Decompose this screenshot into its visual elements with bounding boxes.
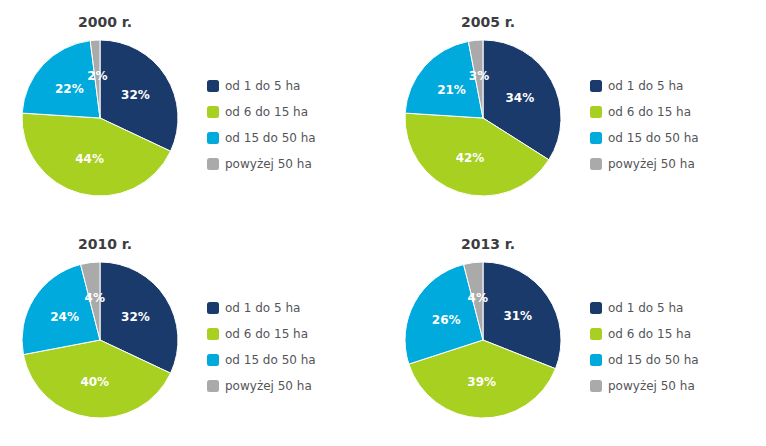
svg-text:od 6 do 15 ha: od 6 do 15 ha	[608, 327, 691, 341]
svg-text:od 1 do 5 ha: od 1 do 5 ha	[608, 79, 683, 93]
svg-text:od 6 do 15 ha: od 6 do 15 ha	[225, 105, 308, 119]
svg-text:24%: 24%	[50, 310, 79, 324]
svg-text:powyżej 50 ha: powyżej 50 ha	[608, 379, 695, 393]
svg-text:32%: 32%	[121, 310, 150, 324]
svg-text:od 6 do 15 ha: od 6 do 15 ha	[225, 327, 308, 341]
svg-text:2%: 2%	[87, 69, 107, 83]
svg-text:26%: 26%	[432, 313, 461, 327]
svg-text:od 15 do 50 ha: od 15 do 50 ha	[608, 353, 699, 367]
svg-text:od 1 do 5 ha: od 1 do 5 ha	[608, 301, 683, 315]
svg-text:od 6 do 15 ha: od 6 do 15 ha	[608, 105, 691, 119]
svg-text:22%: 22%	[55, 82, 84, 96]
svg-text:39%: 39%	[467, 375, 496, 389]
svg-text:od 1 do 5 ha: od 1 do 5 ha	[225, 79, 300, 93]
svg-text:44%: 44%	[75, 152, 104, 166]
svg-text:2010 r.: 2010 r.	[78, 236, 132, 252]
svg-text:od 1 do 5 ha: od 1 do 5 ha	[225, 301, 300, 315]
svg-text:4%: 4%	[85, 291, 105, 305]
svg-text:2005 r.: 2005 r.	[461, 14, 515, 30]
svg-text:powyżej 50 ha: powyżej 50 ha	[225, 157, 312, 171]
svg-text:od 15 do 50 ha: od 15 do 50 ha	[225, 131, 316, 145]
svg-text:31%: 31%	[503, 309, 532, 323]
svg-text:32%: 32%	[121, 88, 150, 102]
svg-text:3%: 3%	[469, 69, 489, 83]
svg-text:2000 r.: 2000 r.	[78, 14, 132, 30]
svg-text:42%: 42%	[456, 151, 485, 165]
svg-text:40%: 40%	[80, 375, 109, 389]
svg-text:od 15 do 50 ha: od 15 do 50 ha	[225, 353, 316, 367]
svg-text:powyżej 50 ha: powyżej 50 ha	[225, 379, 312, 393]
svg-text:od 15 do 50 ha: od 15 do 50 ha	[608, 131, 699, 145]
svg-text:2013 r.: 2013 r.	[461, 236, 515, 252]
svg-text:21%: 21%	[437, 83, 466, 97]
svg-text:34%: 34%	[505, 91, 534, 105]
svg-text:powyżej 50 ha: powyżej 50 ha	[608, 157, 695, 171]
svg-text:4%: 4%	[468, 291, 488, 305]
